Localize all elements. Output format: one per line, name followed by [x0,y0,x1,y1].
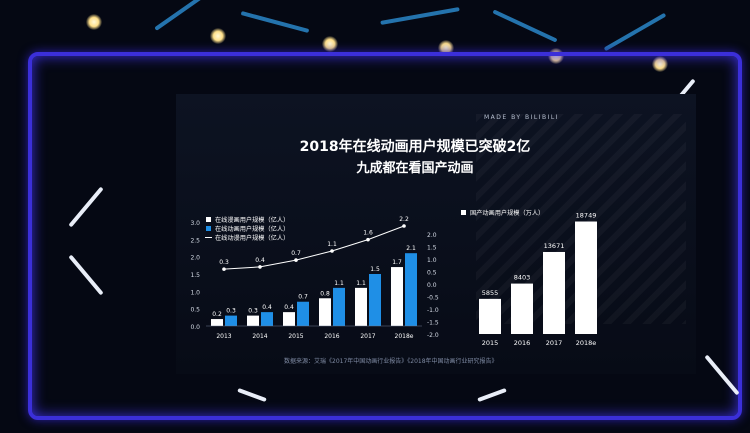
left-y-tick-label: 2.5 [190,237,200,244]
led-frame [28,52,742,420]
spotlight [210,28,226,44]
left-y-tick-label: 3.0 [190,220,200,227]
bar-value-label: 5855 [482,289,499,297]
x-axis-label: 2017 [546,339,563,347]
bar-value-label: 13671 [544,242,565,250]
bar-animation-users [369,274,381,326]
bar-value-label: 0.7 [298,294,308,301]
line-value-label: 0.4 [255,257,265,264]
right-y-tick-label: 0.0 [427,282,437,289]
line-value-label: 1.1 [327,241,337,248]
bar-animation-users [297,301,309,326]
legend-swatch [206,226,211,231]
x-axis-label: 2015 [288,333,303,340]
bar-value-label: 8403 [514,274,531,282]
right-y-tick-label: -1.5 [427,320,439,327]
bar-value-label: 1.1 [334,280,344,287]
spotlight [322,36,338,52]
spotlight [86,14,102,30]
right-y-tick-label: -0.5 [427,295,439,302]
bar-manga-users [283,312,295,326]
bar-value-label: 1.7 [392,259,402,266]
bar-value-label: 0.8 [320,290,330,297]
x-axis-label: 2016 [324,333,339,340]
legend-label: 国产动画用户规模（万人） [470,209,544,217]
left-y-tick-label: 1.5 [190,272,200,279]
left-y-tick-label: 1.0 [190,289,200,296]
bar-animation-users [405,253,417,326]
presentation-screen [176,94,696,374]
left-y-tick-label: 0.5 [190,307,200,314]
right-y-tick-label: -1.0 [427,307,439,314]
line-value-label: 0.7 [291,250,301,257]
line-point [258,265,262,269]
bar-value-label: 0.3 [248,308,258,315]
x-axis-label: 2014 [252,333,267,340]
bar-value-label: 1.1 [356,280,366,287]
bar-animation-users [225,315,237,326]
line-value-label: 2.2 [399,216,409,223]
bar-domestic-users [575,221,597,334]
bar-manga-users [319,298,331,326]
data-source-note: 数据来源：艾瑞《2017年中国动画行业报告》《2018年中国动画行业研究报告》 [284,358,498,365]
line-value-label: 1.6 [363,230,373,237]
bar-manga-users [211,319,223,326]
line-anime-users [223,225,405,270]
x-axis-label: 2017 [360,333,375,340]
line-point [294,258,298,262]
bar-value-label: 0.4 [284,304,294,311]
x-axis-label: 2018e [576,339,597,347]
bar-value-label: 2.1 [406,245,416,252]
bar-domestic-users [479,298,501,334]
bar-manga-users [391,267,403,326]
spotlight [652,56,668,72]
line-point [222,267,226,271]
line-value-label: 0.3 [219,259,229,266]
bar-value-label: 0.3 [226,308,236,315]
slide-title: 2018年在线动画用户规模已突破2亿 [299,139,531,155]
right-y-tick-label: 2.0 [427,232,437,239]
bar-value-label: 0.2 [212,311,222,318]
x-axis-label: 2016 [514,339,531,347]
slide-subtitle: 九成都在看国产动画 [356,161,474,176]
left-y-tick-label: 2.0 [190,255,200,262]
left-y-tick-label: 0.0 [190,324,200,331]
legend-swatch [206,217,211,222]
legend-label: 在线动画用户规模（亿人） [215,225,289,233]
bar-domestic-users [511,283,533,334]
legend-label: 在线漫画用户规模（亿人） [215,216,289,224]
bar-animation-users [261,312,273,326]
x-axis-label: 2013 [216,333,231,340]
bar-manga-users [355,287,367,326]
legend-label: 在线动漫用户规模（亿人） [215,234,289,242]
right-y-tick-label: 1.0 [427,257,437,264]
bar-value-label: 18749 [576,212,597,220]
legend-swatch [461,210,466,215]
x-axis-label: 2018e [395,333,414,340]
line-point [402,224,406,228]
right-y-tick-label: 1.5 [427,245,437,252]
right-y-tick-label: 0.5 [427,270,437,277]
made-by-label: MADE BY BILIBILI [484,114,559,121]
line-point [366,237,370,242]
right-y-tick-label: -2.0 [427,332,439,339]
bar-value-label: 0.4 [262,304,272,311]
bar-manga-users [247,315,259,326]
bar-domestic-users [543,251,565,334]
line-point [330,249,334,253]
bar-value-label: 1.5 [370,266,380,273]
bar-animation-users [333,287,345,326]
x-axis-label: 2015 [482,339,499,347]
